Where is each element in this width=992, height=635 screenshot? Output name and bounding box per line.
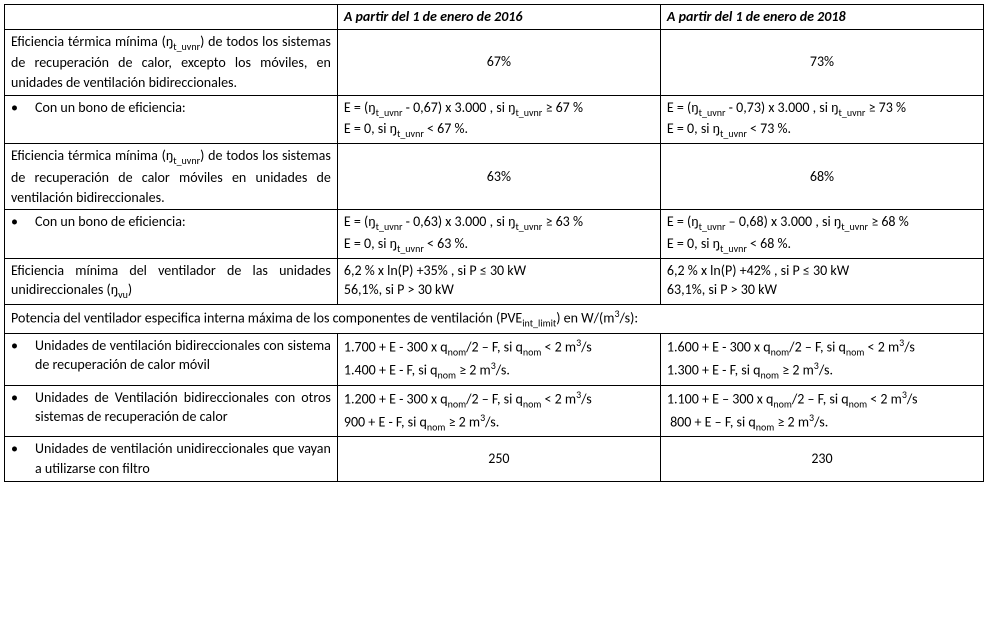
table-row: Eficiencia térmica mínima (ŋt_uvnr) de t…: [5, 144, 984, 210]
efficiency-table: A partir del 1 de enero de 2016 A partir…: [4, 4, 984, 482]
bullet-text: Unidades de ventilación unidireccionales…: [35, 439, 331, 478]
row-value-2018: 230: [660, 437, 983, 481]
row-desc: • Con un bono de eficiencia:: [5, 95, 338, 144]
bullet-text: Con un bono de eficiencia:: [35, 212, 331, 232]
table-row: • Unidades de Ventilación bidireccionale…: [5, 385, 984, 437]
row-value-2018: 73%: [660, 29, 983, 95]
row-desc: • Con un bono de eficiencia:: [5, 210, 338, 259]
bullet-icon: •: [11, 98, 35, 118]
row-value-2016: 1.700 + E - 300 x qnom/2 – F, si qnom < …: [337, 333, 660, 385]
row-value-2016: 6,2 % x ln(P) +35% , si P ≤ 30 kW 56,1%,…: [337, 258, 660, 304]
table-row: Eficiencia térmica mínima (ŋt_uvnr) de t…: [5, 29, 984, 95]
row-value-2018: 1.600 + E - 300 x qnom/2 – F, si qnom < …: [660, 333, 983, 385]
row-desc: Eficiencia mínima del ventilador de las …: [5, 258, 338, 304]
table-row: • Con un bono de eficiencia: E = (ŋt_uvn…: [5, 210, 984, 259]
bullet-icon: •: [11, 388, 35, 427]
row-value-2016: 1.200 + E - 300 x qnom/2 – F, si qnom < …: [337, 385, 660, 437]
row-value-2016: E = (ŋt_uvnr - 0,63) x 3.000 , si ŋt_uvn…: [337, 210, 660, 259]
row-value-2018: E = (ŋt_uvnr – 0,68) x 3.000 , si ŋt_uvn…: [660, 210, 983, 259]
row-value-2016: E = (ŋt_uvnr - 0,67) x 3.000 , si ŋt_uvn…: [337, 95, 660, 144]
bullet-icon: •: [11, 212, 35, 232]
cell-line: 6,2 % x ln(P) +35% , si P ≤ 30 kW: [344, 261, 654, 281]
row-value-2018: 68%: [660, 144, 983, 210]
table-row: • Unidades de ventilación unidireccional…: [5, 437, 984, 481]
header-blank: [5, 5, 338, 30]
bullet-text: Unidades de Ventilación bidireccionales …: [35, 388, 331, 427]
row-desc: • Unidades de Ventilación bidireccionale…: [5, 385, 338, 437]
header-2018: A partir del 1 de enero de 2018: [660, 5, 983, 30]
table-row: • Con un bono de eficiencia: E = (ŋt_uvn…: [5, 95, 984, 144]
table-row: • Unidades de ventilación bidireccionale…: [5, 333, 984, 385]
row-value-2018: E = (ŋt_uvnr - 0,73) x 3.000 , si ŋt_uvn…: [660, 95, 983, 144]
cell-line: 56,1%, si P > 30 kW: [344, 280, 654, 300]
row-value-2018: 6,2 % x ln(P) +42% , si P ≤ 30 kW 63,1%,…: [660, 258, 983, 304]
cell-line: 63,1%, si P > 30 kW: [667, 280, 977, 300]
row-desc: Eficiencia térmica mínima (ŋt_uvnr) de t…: [5, 144, 338, 210]
row-value-2016: 67%: [337, 29, 660, 95]
row-desc: Eficiencia térmica mínima (ŋt_uvnr) de t…: [5, 29, 338, 95]
table-row: Eficiencia mínima del ventilador de las …: [5, 258, 984, 304]
header-2016: A partir del 1 de enero de 2016: [337, 5, 660, 30]
row-value-2016: 250: [337, 437, 660, 481]
cell-line: 6,2 % x ln(P) +42% , si P ≤ 30 kW: [667, 261, 977, 281]
row-desc: • Unidades de ventilación bidireccionale…: [5, 333, 338, 385]
bullet-icon: •: [11, 439, 35, 478]
row-value-2018: 1.100 + E – 300 x qnom/2 – F, si qnom < …: [660, 385, 983, 437]
header-row: A partir del 1 de enero de 2016 A partir…: [5, 5, 984, 30]
span-cell: Potencia del ventilador especifica inter…: [5, 305, 984, 333]
table-row-span: Potencia del ventilador especifica inter…: [5, 305, 984, 333]
row-value-2016: 63%: [337, 144, 660, 210]
row-desc: • Unidades de ventilación unidireccional…: [5, 437, 338, 481]
bullet-text: Con un bono de eficiencia:: [35, 98, 331, 118]
bullet-icon: •: [11, 336, 35, 375]
bullet-text: Unidades de ventilación bidireccionales …: [35, 336, 331, 375]
